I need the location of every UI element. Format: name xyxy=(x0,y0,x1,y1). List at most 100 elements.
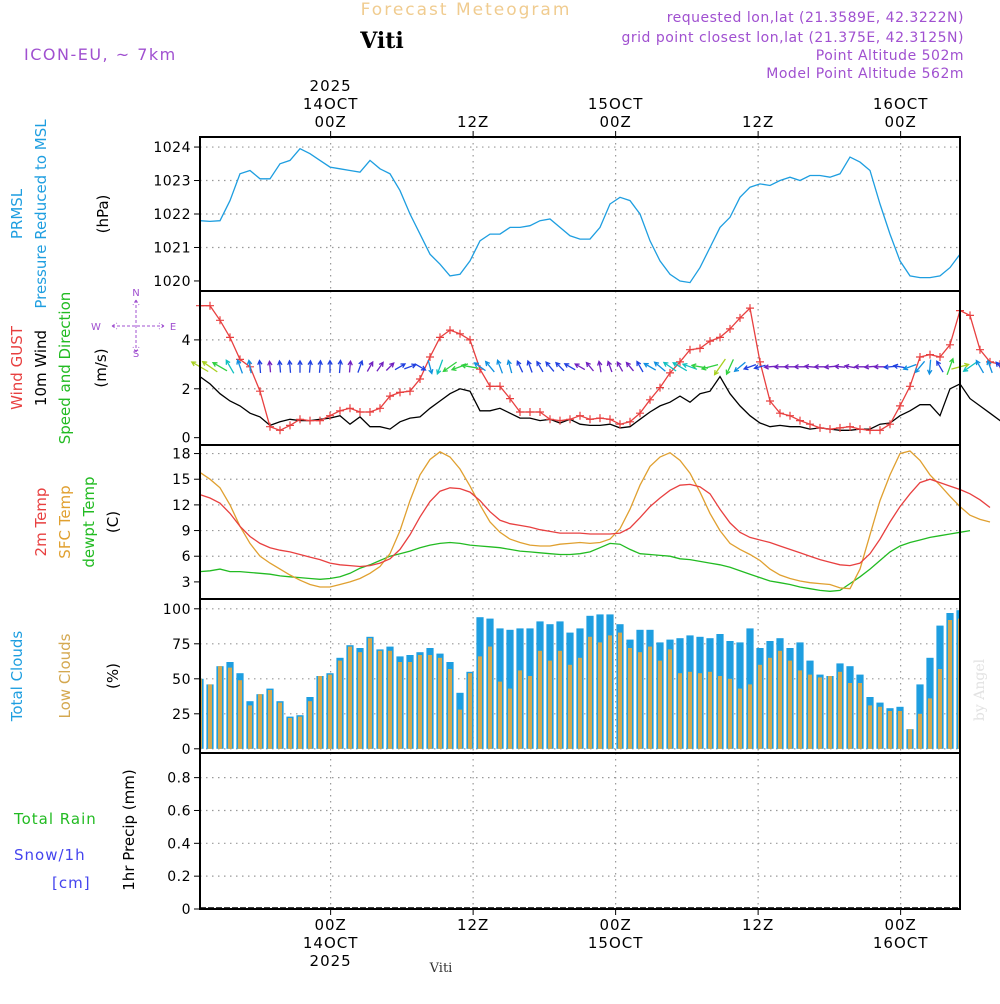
low-cloud-bar xyxy=(378,650,382,749)
clouds-ytick-label: 25 xyxy=(172,707,191,723)
temperature-frame xyxy=(199,444,961,600)
low-cloud-bar xyxy=(888,711,892,749)
gust-marker xyxy=(896,401,904,410)
clouds-ytick-label: 50 xyxy=(172,672,191,688)
wind-arrow xyxy=(536,360,544,373)
low-cloud-bar xyxy=(268,690,272,749)
gust-marker xyxy=(306,416,314,425)
data-layer xyxy=(190,147,1000,909)
wind-arrow xyxy=(257,359,263,374)
low-cloud-bar xyxy=(698,673,702,749)
low-cloud-bar xyxy=(758,664,762,749)
wind-arrow xyxy=(902,363,917,371)
low-cloud-bar xyxy=(868,705,872,749)
compass-arrows xyxy=(111,299,165,353)
wind-arrow xyxy=(327,359,333,373)
wind-arrow xyxy=(506,359,513,374)
wind-arrow xyxy=(545,361,555,372)
gust-marker xyxy=(846,422,854,431)
low-cloud-bar xyxy=(528,676,532,749)
wind-arrow xyxy=(813,364,826,370)
wind-ytick-label: 4 xyxy=(182,333,191,349)
low-cloud-bar xyxy=(568,664,572,749)
dewpoint-line xyxy=(199,529,971,592)
bottom-axis-date: 16OCT xyxy=(873,934,929,952)
low-cloud-bar xyxy=(508,688,512,749)
footer-location: Viti xyxy=(429,961,453,976)
sfc-temp-line xyxy=(199,450,991,590)
gust-marker xyxy=(446,326,454,335)
low-cloud-bar xyxy=(608,635,612,749)
low-cloud-bar xyxy=(228,667,232,749)
requested-coords: requested lon,lat (21.3589E, 42.3222N) xyxy=(667,10,964,26)
low-cloud-bar xyxy=(208,684,212,749)
total-clouds-label: Total Clouds xyxy=(8,631,26,723)
wind-arrow xyxy=(596,360,603,373)
top-axis-date: 16OCT xyxy=(873,95,929,113)
gust-marker xyxy=(866,426,874,435)
compass-n: N xyxy=(132,288,139,299)
wind-arrow xyxy=(962,361,977,372)
temp-dewpt-label: dewpt Temp xyxy=(80,476,98,567)
temp-2m-line xyxy=(199,478,991,568)
gust-marker xyxy=(676,357,684,366)
gust-marker xyxy=(526,408,534,416)
low-cloud-bar xyxy=(948,620,952,749)
bottom-axis-year: 2025 xyxy=(310,952,352,970)
wind-arrow xyxy=(616,361,624,372)
low-cloud-bar xyxy=(398,662,402,749)
gust-marker xyxy=(816,423,824,432)
precip-ytick-label: 0.6 xyxy=(167,803,191,819)
gust-marker xyxy=(966,311,974,320)
precip-units: 1hr Precip (mm) xyxy=(120,769,138,890)
gust-marker xyxy=(926,350,934,359)
gust-marker xyxy=(756,357,764,366)
wind-arrow xyxy=(995,361,1000,368)
wind-ytick-label: 0 xyxy=(182,431,191,447)
wind-arrow xyxy=(803,363,816,370)
wind-arrow xyxy=(366,360,374,372)
wind-arrow xyxy=(563,363,576,371)
wind-arrow xyxy=(636,360,644,373)
gust-marker xyxy=(266,422,274,431)
low-cloud-bar xyxy=(248,705,252,749)
gust-marker xyxy=(726,324,734,333)
cloud-units: (%) xyxy=(104,663,122,689)
low-cloud-bar xyxy=(588,636,592,749)
temperature-ytick-label: 3 xyxy=(182,575,191,591)
precip-ytick-label: 0 xyxy=(182,902,191,918)
gust-marker xyxy=(256,387,264,396)
gust-marker xyxy=(686,345,694,354)
wind-arrow xyxy=(733,361,746,373)
wind-arrow xyxy=(927,359,933,376)
wind-speed-dir-label: Speed and Direction xyxy=(56,292,74,445)
precip-ytick-label: 0.2 xyxy=(167,869,191,885)
low-cloud-bar xyxy=(628,648,632,749)
gust-marker xyxy=(636,409,644,418)
gust-marker xyxy=(336,406,344,415)
gust-marker xyxy=(536,408,544,416)
gust-marker xyxy=(226,333,234,342)
low-cloud-bar xyxy=(658,660,662,749)
wind-arrow xyxy=(473,362,486,372)
wind-arrow xyxy=(385,362,395,371)
low-cloud-bar xyxy=(338,660,342,749)
wind-arrow xyxy=(914,360,926,374)
wind-arrow xyxy=(662,361,677,372)
clouds-ytick-label: 100 xyxy=(163,602,191,618)
wind-arrow xyxy=(287,359,293,373)
wind-ytick-label: 2 xyxy=(182,382,191,398)
gust-marker xyxy=(796,416,804,425)
gust-marker xyxy=(856,425,864,434)
wind-arrow xyxy=(863,364,876,370)
low-cloud-bar xyxy=(258,694,262,749)
low-cloud-bar xyxy=(238,680,242,749)
compass-s: S xyxy=(133,349,139,360)
low-cloud-bar xyxy=(328,674,332,749)
gust-marker xyxy=(376,404,384,413)
bottom-axis-label: 00Z xyxy=(599,916,631,934)
wind-arrow xyxy=(742,363,757,371)
gust-marker xyxy=(656,383,664,392)
low-cloud-bar xyxy=(558,650,562,749)
